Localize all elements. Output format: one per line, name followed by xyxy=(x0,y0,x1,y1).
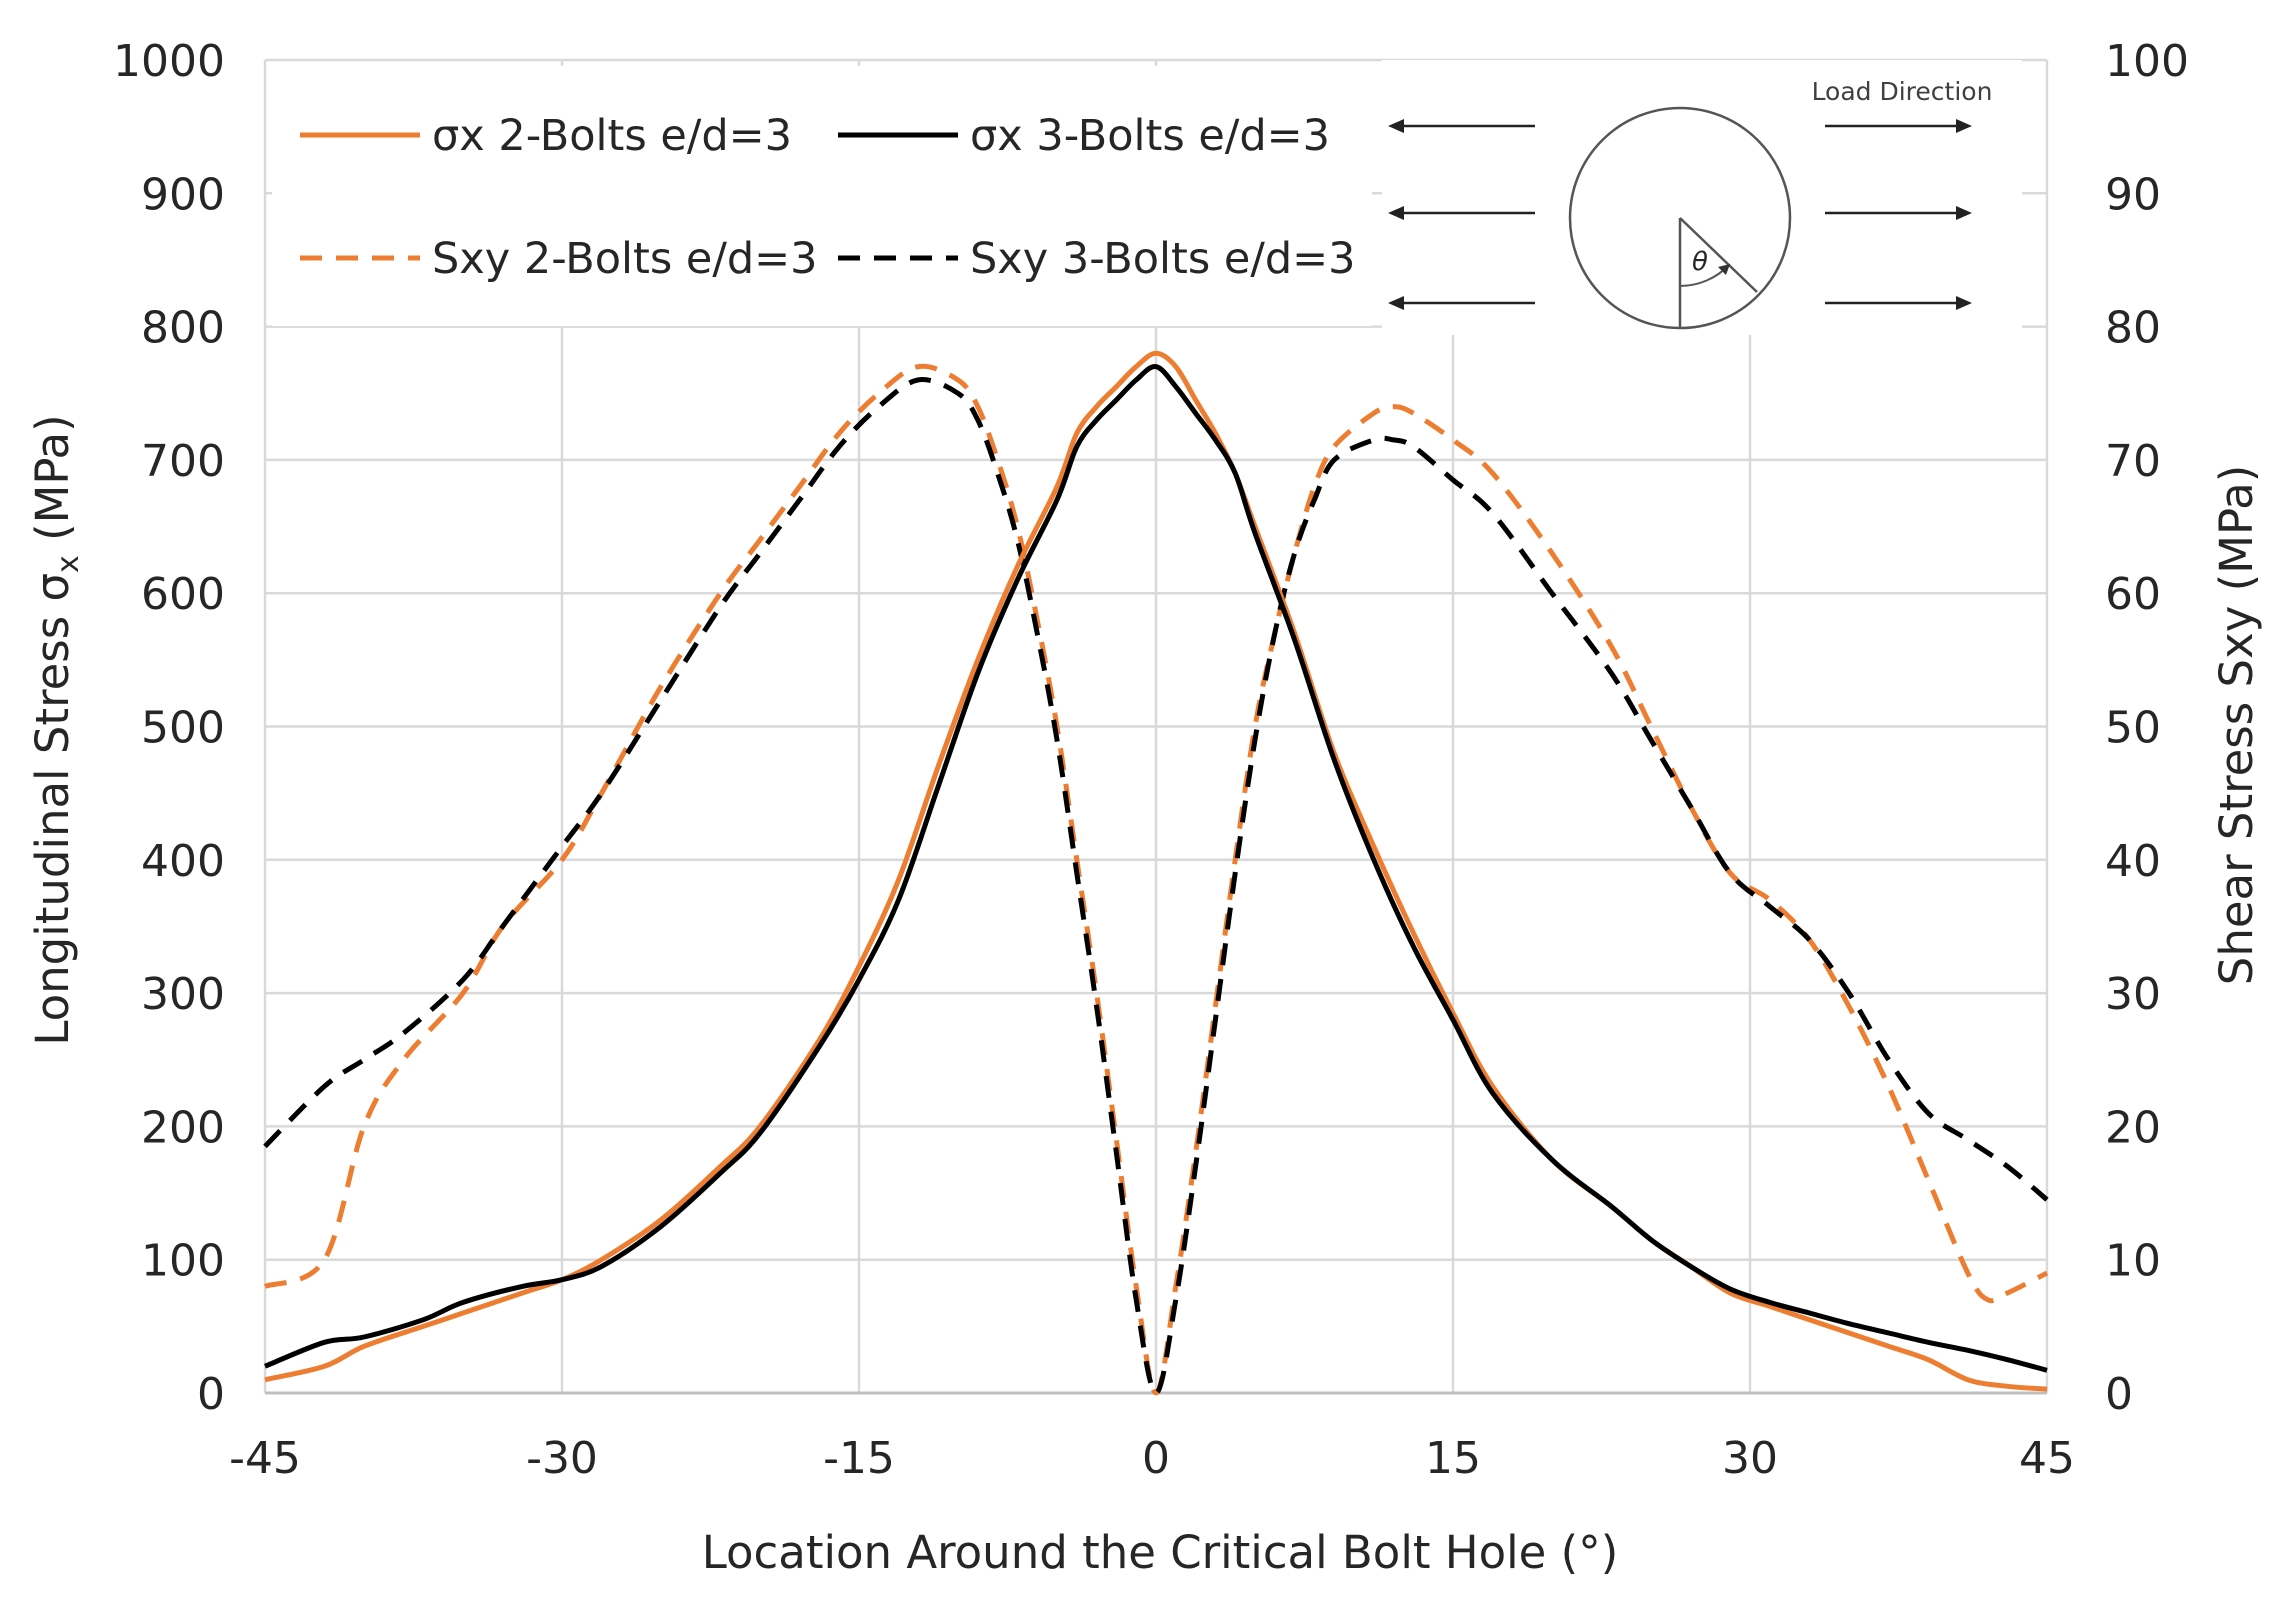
y-left-tick-label: 200 xyxy=(141,1102,225,1153)
y-right-tick-label: 70 xyxy=(2105,436,2161,487)
y-right-tick-label: 10 xyxy=(2105,1236,2161,1287)
load-direction-inset: Load Direction θ xyxy=(1382,60,2022,335)
y-right-tick-label: 60 xyxy=(2105,569,2161,620)
theta-symbol: θ xyxy=(1692,247,1708,277)
y-right-tick-label: 40 xyxy=(2105,836,2161,887)
x-axis-title: Location Around the Critical Bolt Hole (… xyxy=(702,1526,1619,1579)
y-left-tick-label: 300 xyxy=(141,969,225,1020)
x-tick-label: 0 xyxy=(1142,1433,1170,1484)
right-arrowhead-bottom xyxy=(1956,296,1972,310)
series-sx-3-bolts xyxy=(264,364,2048,1373)
x-tick-label: -45 xyxy=(229,1433,301,1484)
right-arrowhead-middle xyxy=(1956,206,1972,220)
angle-arc-arrowhead xyxy=(1718,264,1730,275)
x-tick-label: 15 xyxy=(1425,1433,1481,1484)
y-left-tick-label: 100 xyxy=(141,1236,225,1287)
y-right-tick-label: 30 xyxy=(2105,969,2161,1020)
hole-angled-radius xyxy=(1679,217,1758,293)
x-tick-label: -15 xyxy=(823,1433,895,1484)
inset-background xyxy=(1382,60,2022,335)
legend-label-sx-2-bolts: σx 2-Bolts e/d=3 xyxy=(432,111,792,161)
y-left-tick-label: 700 xyxy=(141,436,225,487)
x-tick-label: 45 xyxy=(2019,1433,2075,1484)
x-tick-label: -30 xyxy=(526,1433,598,1484)
y-left-axis-title-subscript: x xyxy=(51,555,86,573)
y-left-axis-title-unit: (MPa) xyxy=(26,414,79,555)
legend: σx 2-Bolts e/d=3 σx 3-Bolts e/d=3 Sxy 2-… xyxy=(300,111,1356,284)
legend-label-sxy-2-bolts: Sxy 2-Bolts e/d=3 xyxy=(432,234,818,284)
series-sxy-2-bolts xyxy=(263,363,2049,1396)
y-left-tick-label: 1000 xyxy=(113,36,225,87)
legend-background xyxy=(272,66,1372,326)
y-left-tick-label: 800 xyxy=(141,303,225,354)
y-left-tick-label: 600 xyxy=(141,569,225,620)
right-arrowhead-top xyxy=(1956,119,1972,133)
y-right-tick-label: 100 xyxy=(2105,36,2189,87)
y-right-tick-label: 0 xyxy=(2105,1369,2133,1420)
legend-label-sxy-3-bolts: Sxy 3-Bolts e/d=3 xyxy=(970,234,1356,284)
x-tick-labels: -45 -30 -15 0 15 30 45 xyxy=(229,1433,2075,1484)
inset-load-direction-label: Load Direction xyxy=(1812,77,1993,106)
y-left-tick-label: 0 xyxy=(197,1369,225,1420)
left-arrowhead-middle xyxy=(1388,206,1404,220)
y-left-axis-title: Longitudinal Stress σx (MPa) xyxy=(26,414,86,1045)
legend-label-sx-3-bolts: σx 3-Bolts e/d=3 xyxy=(970,111,1330,161)
y-left-tick-label: 900 xyxy=(141,169,225,220)
y-left-tick-labels: 0 100 200 300 400 500 600 700 800 900 1000 xyxy=(113,36,225,1420)
left-arrowhead-bottom xyxy=(1388,296,1404,310)
x-tick-label: 30 xyxy=(1722,1433,1778,1484)
y-right-tick-label: 20 xyxy=(2105,1102,2161,1153)
y-right-tick-labels: 0 10 20 30 40 50 60 70 80 90 100 xyxy=(2105,36,2189,1420)
y-left-tick-label: 400 xyxy=(141,836,225,887)
series-sxy-3-bolts xyxy=(263,377,2049,1396)
y-left-tick-label: 500 xyxy=(141,703,225,754)
series-sx-2-bolts xyxy=(264,350,2048,1392)
y-right-tick-label: 50 xyxy=(2105,703,2161,754)
series-lines xyxy=(263,350,2049,1396)
y-right-axis-title: Shear Stress Sxy (MPa) xyxy=(2210,465,2263,986)
left-arrowhead-top xyxy=(1388,119,1404,133)
y-left-axis-title-main: Longitudinal Stress σ xyxy=(26,573,79,1046)
y-right-tick-label: 80 xyxy=(2105,303,2161,354)
y-right-tick-label: 90 xyxy=(2105,169,2161,220)
